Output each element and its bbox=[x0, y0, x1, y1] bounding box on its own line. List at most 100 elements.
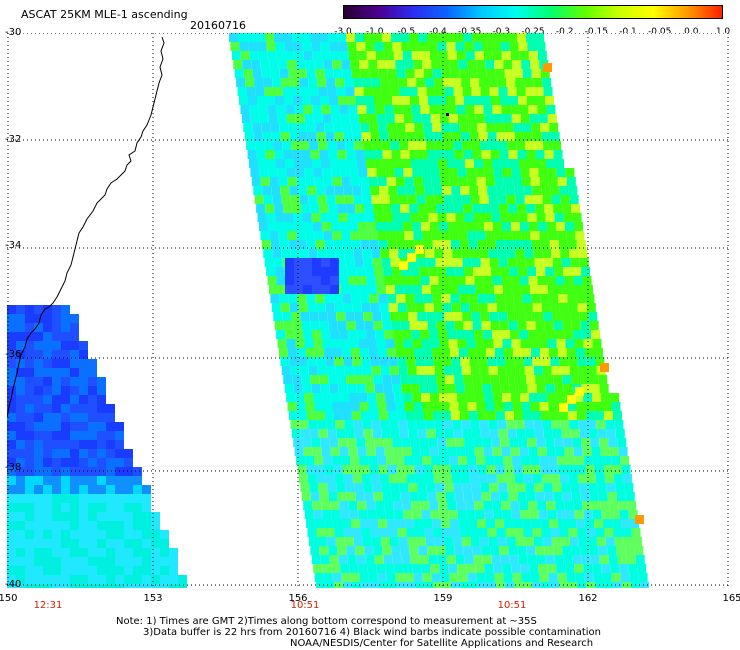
swath-cell bbox=[328, 321, 338, 330]
swath-cell bbox=[378, 123, 388, 132]
swath-cell bbox=[43, 539, 52, 548]
swath-cell bbox=[70, 359, 79, 368]
swath-cell bbox=[515, 366, 525, 375]
swath-cell bbox=[550, 132, 560, 141]
swath-cell bbox=[516, 483, 526, 492]
swath-cell bbox=[480, 141, 490, 150]
swath-cell bbox=[527, 267, 537, 276]
swath-cell bbox=[440, 573, 450, 582]
swath-cell bbox=[344, 78, 354, 87]
swath-cell bbox=[400, 375, 410, 384]
swath-cell bbox=[503, 177, 513, 186]
swath-cell bbox=[306, 465, 316, 474]
swath-cell bbox=[617, 555, 627, 564]
swath-cell bbox=[261, 69, 271, 78]
swath-cell bbox=[397, 357, 407, 366]
swath-cell bbox=[357, 447, 367, 456]
swath-cell bbox=[408, 483, 418, 492]
swath-cell bbox=[507, 141, 517, 150]
swath-cell bbox=[334, 528, 344, 537]
swath-cell bbox=[436, 546, 446, 555]
swath-cell bbox=[376, 114, 386, 123]
swath-cell bbox=[274, 96, 284, 105]
swath-cell bbox=[392, 159, 402, 168]
swath-cell bbox=[518, 159, 528, 168]
swath-cell bbox=[412, 393, 422, 402]
swath-cell bbox=[354, 87, 364, 96]
swath-cell bbox=[456, 447, 466, 456]
swath-cell bbox=[133, 467, 142, 476]
swath-cell bbox=[346, 546, 356, 555]
swath-cell bbox=[346, 204, 356, 213]
swath-cell bbox=[628, 564, 638, 573]
swath-cell bbox=[508, 96, 518, 105]
swath-cell bbox=[581, 267, 591, 276]
swath-cell bbox=[505, 582, 515, 588]
swath-cell bbox=[331, 168, 341, 177]
swath-cell bbox=[382, 321, 392, 330]
swath-cell bbox=[534, 87, 544, 96]
swath-cell bbox=[542, 249, 552, 258]
swath-cell bbox=[16, 539, 25, 548]
swath-cell bbox=[394, 510, 404, 519]
swath-cell bbox=[97, 548, 106, 557]
swath-cell bbox=[445, 204, 455, 213]
swath-cell bbox=[424, 303, 434, 312]
color-scale-tick: 1.0 bbox=[715, 27, 731, 37]
swath-cell bbox=[308, 537, 318, 546]
swath-cell bbox=[384, 276, 394, 285]
swath-cell bbox=[25, 404, 34, 413]
swath-cell bbox=[526, 492, 536, 501]
swath-cell bbox=[522, 411, 532, 420]
swath-cell bbox=[306, 411, 316, 420]
swath-cell bbox=[521, 177, 531, 186]
swath-cell bbox=[479, 366, 489, 375]
swath-cell bbox=[582, 276, 592, 285]
swath-cell bbox=[603, 465, 613, 474]
swath-cell bbox=[564, 501, 574, 510]
swath-cell bbox=[583, 564, 593, 573]
swath-cell bbox=[61, 386, 70, 395]
swath-cell bbox=[522, 69, 532, 78]
swath-cell bbox=[7, 566, 16, 575]
swath-cell bbox=[258, 51, 268, 60]
swath-cell bbox=[317, 420, 327, 429]
swath-cell bbox=[88, 440, 97, 449]
swath-cell bbox=[509, 267, 519, 276]
swath-cell bbox=[350, 348, 360, 357]
swath-cell bbox=[314, 231, 324, 240]
swath-cell bbox=[529, 564, 539, 573]
swath-cell bbox=[554, 438, 564, 447]
swath-cell bbox=[593, 573, 603, 582]
swath-cell bbox=[244, 132, 254, 141]
swath-cell bbox=[346, 96, 356, 105]
swath-cell bbox=[582, 330, 592, 339]
swath-cell bbox=[294, 447, 304, 456]
swath-cell bbox=[279, 123, 289, 132]
swath-cell bbox=[457, 393, 467, 402]
swath-cell bbox=[52, 503, 61, 512]
swath-cell bbox=[79, 386, 88, 395]
swath-cell bbox=[358, 564, 368, 573]
swath-cell bbox=[321, 51, 331, 60]
swath-cell bbox=[344, 366, 354, 375]
swath-cell bbox=[360, 123, 370, 132]
swath-cell bbox=[151, 539, 160, 548]
swath-cell bbox=[526, 33, 535, 42]
swath-cell bbox=[455, 267, 465, 276]
swath-cell bbox=[527, 213, 537, 222]
swath-cell bbox=[360, 411, 370, 420]
swath-cell bbox=[290, 366, 300, 375]
swath-cell bbox=[97, 503, 106, 512]
swath-cell bbox=[492, 330, 502, 339]
swath-cell bbox=[432, 69, 442, 78]
swath-cell bbox=[537, 330, 547, 339]
swath-cell bbox=[142, 548, 151, 557]
swath-cell bbox=[293, 438, 303, 447]
swath-cell bbox=[423, 69, 433, 78]
swath-cell bbox=[356, 159, 366, 168]
swath-cell bbox=[479, 420, 489, 429]
swath-cell bbox=[340, 564, 350, 573]
swath-cell bbox=[52, 377, 61, 386]
swath-cell bbox=[477, 519, 487, 528]
